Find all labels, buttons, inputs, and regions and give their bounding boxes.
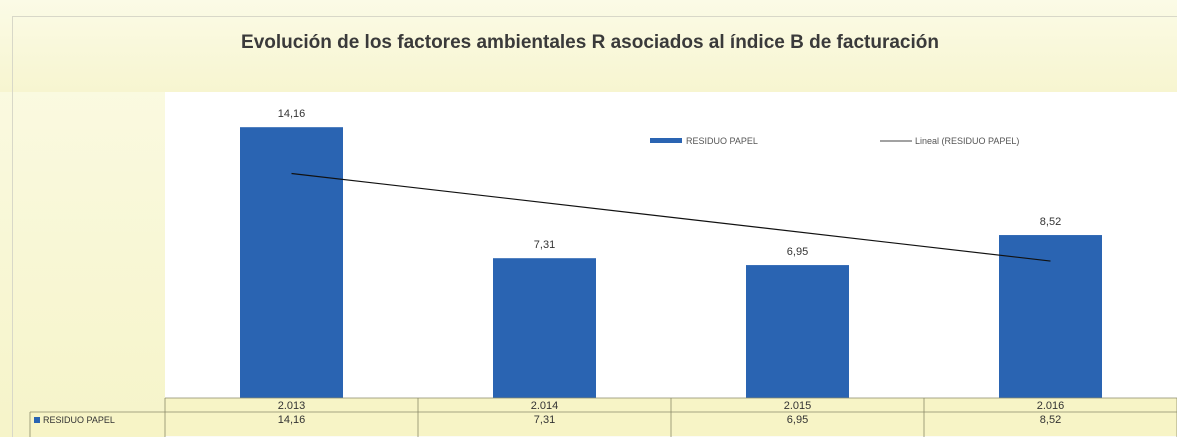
bar-2.013 [240, 127, 343, 398]
table-value-2.013: 14,16 [278, 414, 306, 426]
table-category-2.014: 2.014 [531, 400, 559, 412]
legend: RESIDUO PAPEL Lineal (RESIDUO PAPEL) [650, 136, 1019, 146]
table-value-2.016: 8,52 [1040, 414, 1061, 426]
table-legend-key [34, 417, 40, 423]
table-value-2.015: 6,95 [787, 414, 808, 426]
legend-swatch-bars [650, 138, 682, 143]
data-table: RESIDUO PAPEL 2.013 14,16 2.014 7,31 2.015 6,9… [29, 397, 1177, 437]
chart-title-background [0, 0, 1177, 92]
legend-label-bars: RESIDUO PAPEL [686, 136, 758, 146]
trendline [291, 172, 1051, 262]
table-category-2.016: 2.016 [1037, 400, 1065, 412]
table-values-row [30, 412, 1177, 436]
data-label-2.013: 14,16 [278, 108, 306, 120]
data-label-2.016: 8,52 [1040, 216, 1061, 228]
chart-title: Evolución de los factores ambientales R … [241, 32, 939, 53]
table-category-2.013: 2.013 [278, 400, 306, 412]
table-value-2.014: 7,31 [534, 414, 555, 426]
table-category-2.015: 2.015 [784, 400, 812, 412]
chart-border [12, 16, 1177, 437]
bar-2.014 [493, 258, 596, 398]
data-label-2.015: 6,95 [787, 246, 808, 258]
data-label-2.014: 7,31 [534, 239, 555, 251]
trendline-group [291, 172, 1051, 262]
bar-2.016 [999, 235, 1102, 398]
bars-group: 14,16 7,31 6,95 8,52 [240, 108, 1102, 398]
table-series-label: RESIDUO PAPEL [43, 415, 115, 425]
bar-2.015 [746, 265, 849, 398]
legend-label-trendline: Lineal (RESIDUO PAPEL) [915, 136, 1019, 146]
